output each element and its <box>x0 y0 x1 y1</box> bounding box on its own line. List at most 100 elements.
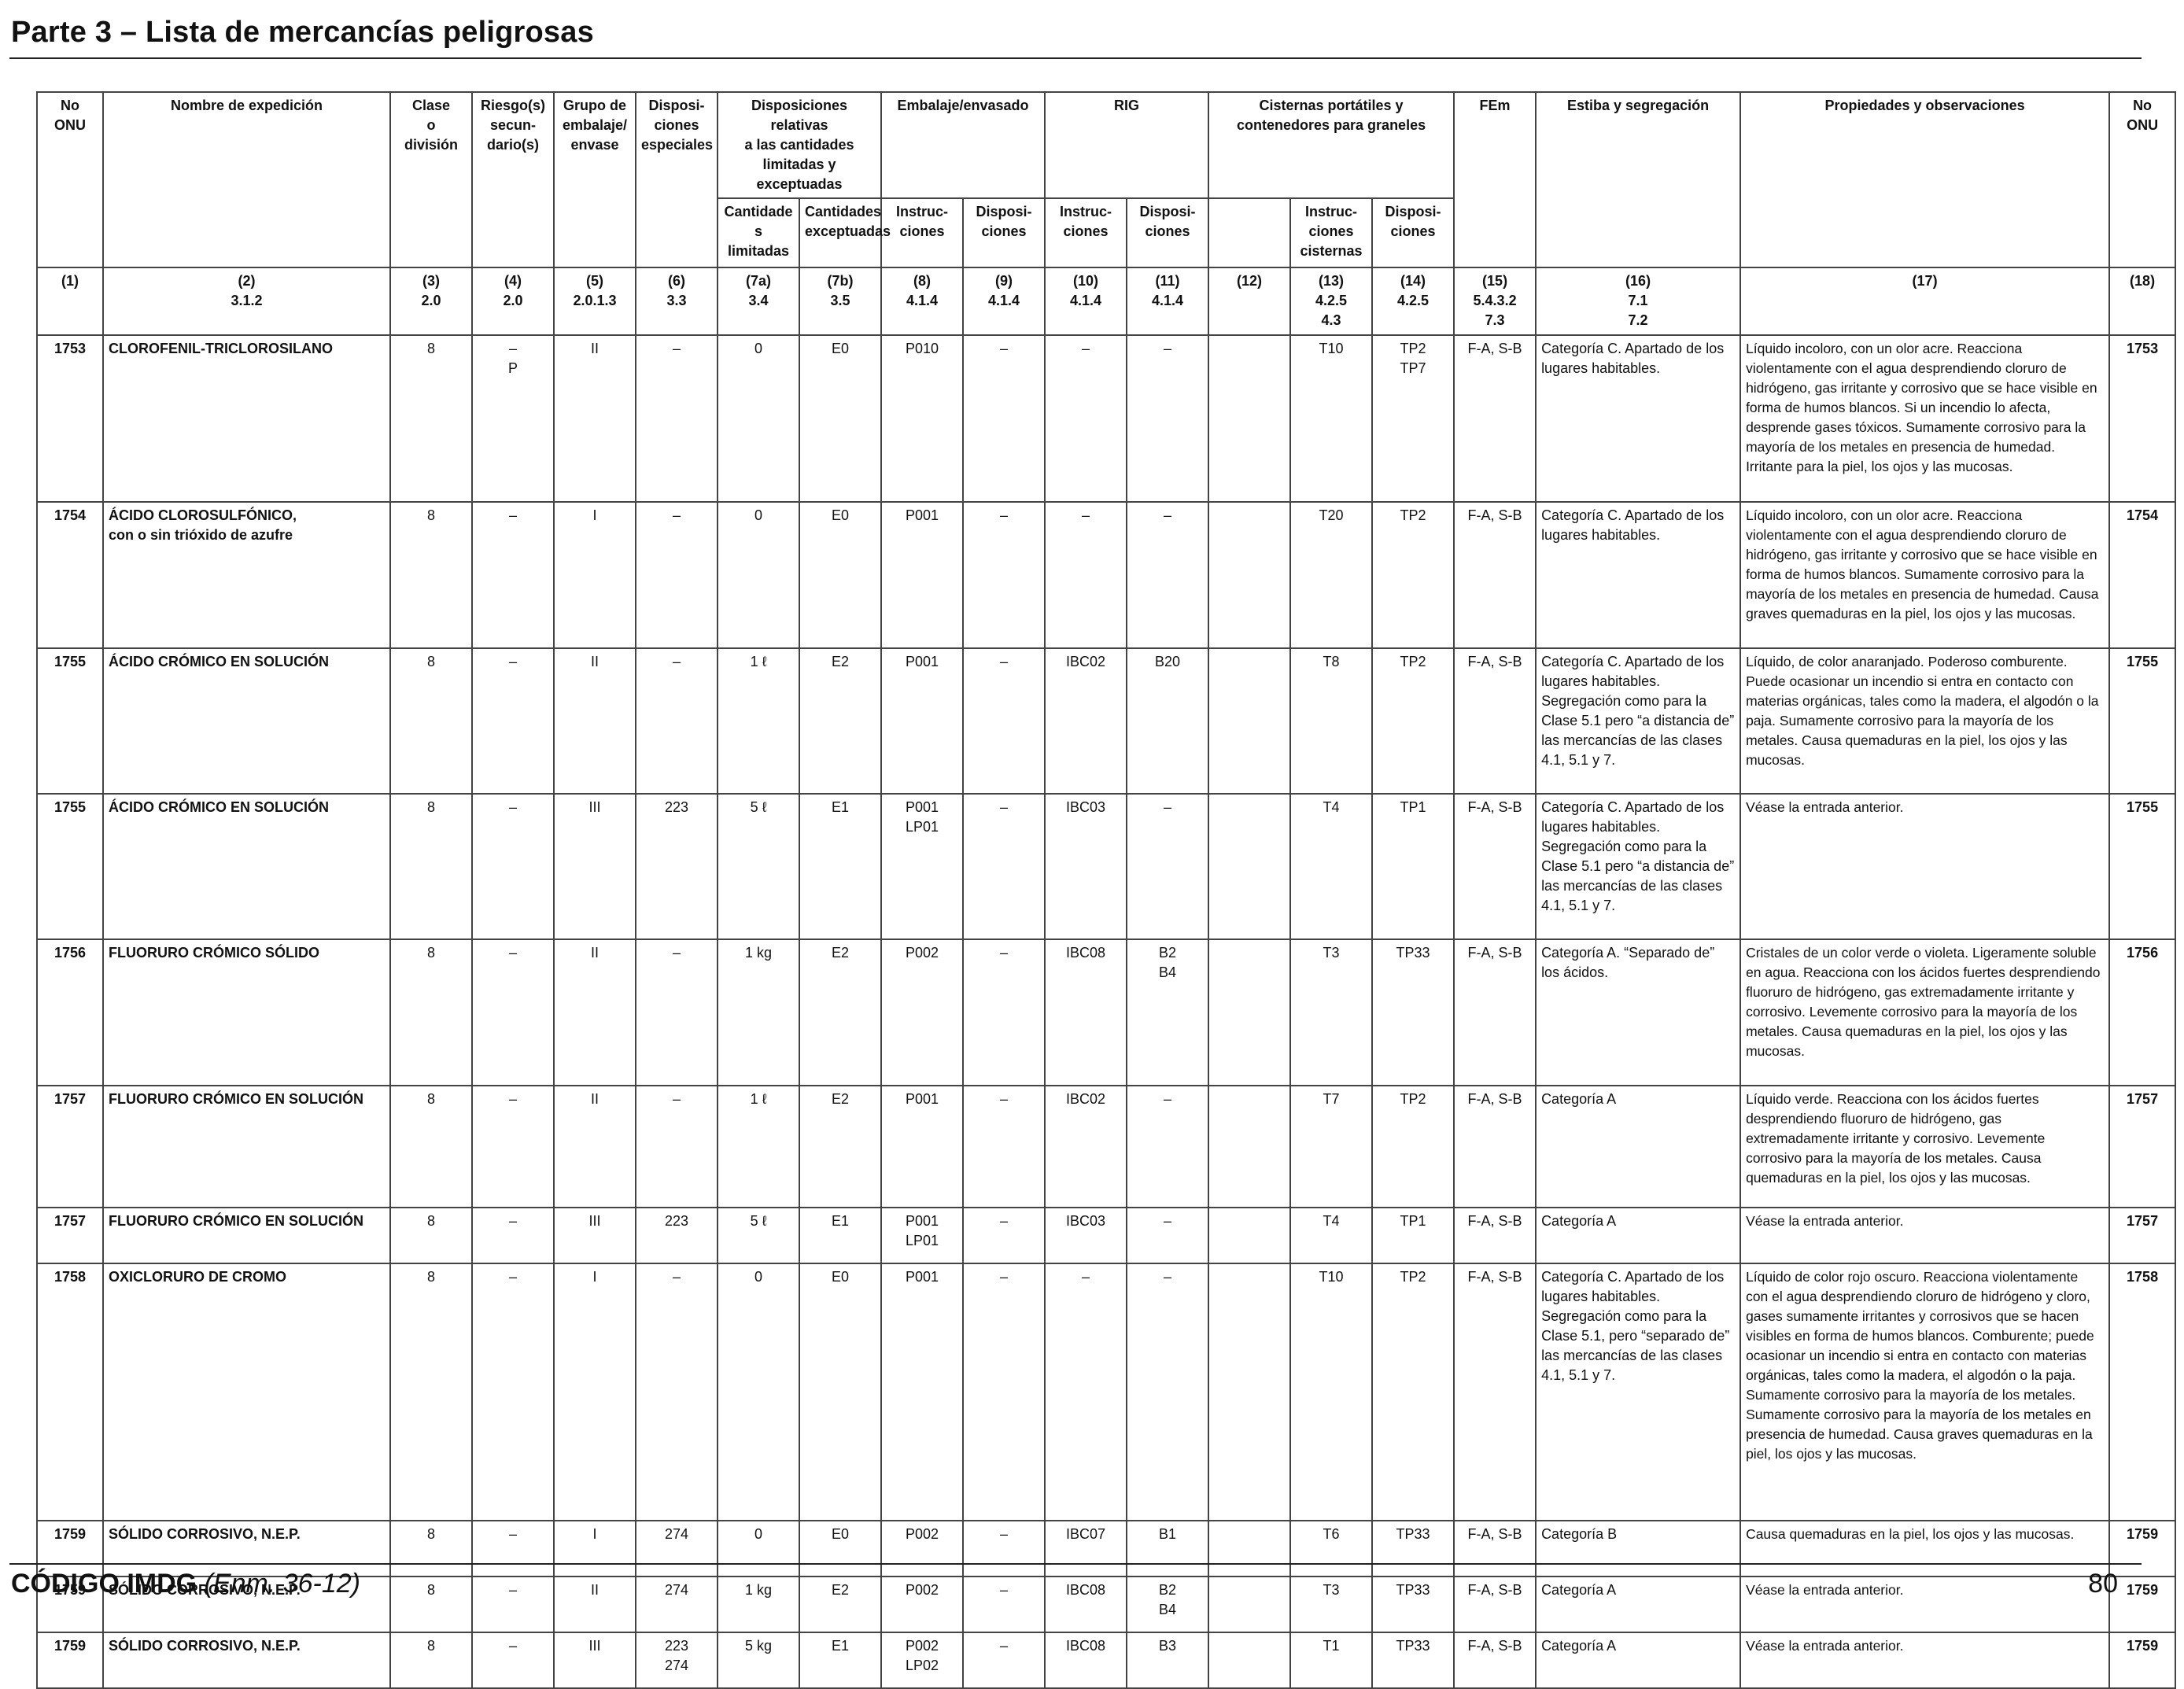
packing-group-cell: II <box>553 1085 636 1208</box>
tank-provision-cell: TP2 <box>1371 1263 1455 1521</box>
properties-cell: Cristales de un color verde o violeta. L… <box>1739 939 2111 1086</box>
packing-instruction-cell: P002 LP02 <box>880 1632 965 1689</box>
tank-provision-cell: TP2 <box>1371 1085 1455 1208</box>
limited-quantity-cell: 1 ℓ <box>717 1085 800 1208</box>
stowage-cell: Categoría A <box>1535 1576 1742 1633</box>
ems-cell: F-A, S-B <box>1453 1085 1537 1208</box>
onu-right-cell: 1757 <box>2108 1207 2177 1264</box>
tank-provision-cell: TP33 <box>1371 1576 1455 1633</box>
class-cell: 8 <box>389 1520 473 1577</box>
special-provisions-cell: – <box>635 939 718 1086</box>
subsidiary-risk-cell: – <box>471 793 555 940</box>
stowage-cell: Categoría B <box>1535 1520 1742 1577</box>
tank-instruction-cell: T3 <box>1289 1576 1374 1633</box>
class-cell: 8 <box>389 1085 473 1208</box>
col-12-cell <box>1208 1085 1292 1208</box>
subsidiary-risk-cell: – <box>471 647 555 795</box>
table-row: 1754 ÁCIDO CLOROSULFÓNICO, con o sin trióx… <box>36 501 2177 649</box>
header-col-12-blank <box>1208 197 1292 268</box>
tank-instruction-cell: T1 <box>1289 1632 1374 1689</box>
header-rig-disposiciones: Disposi-ciones <box>1126 197 1210 268</box>
footer-rule <box>9 1563 2142 1565</box>
ems-cell: F-A, S-B <box>1453 939 1537 1086</box>
header-disposiciones-limitadas: Disposiciones relativas a las cantidades l… <box>716 91 883 199</box>
ibc-provision-cell: – <box>1126 793 1210 940</box>
properties-cell: Causa quemaduras en la piel, los ojos y … <box>1739 1520 2111 1577</box>
page-number: 80 <box>2088 1569 2118 1599</box>
tank-provision-cell: TP2 <box>1371 501 1455 649</box>
header-propiedades: Propiedades y observaciones <box>1739 91 2111 268</box>
excepted-quantity-cell: E0 <box>798 501 883 649</box>
limited-quantity-cell: 5 kg <box>717 1632 800 1689</box>
onu-cell: 1759 <box>36 1632 104 1689</box>
shipping-name-cell: CLOROFENIL-TRICLOROSILANO <box>102 334 391 503</box>
subsidiary-risk-cell: – P <box>471 334 555 503</box>
ibc-provision-cell: – <box>1126 501 1210 649</box>
ibc-instruction-cell: – <box>1044 1263 1128 1521</box>
ibc-instruction-cell: IBC07 <box>1044 1520 1128 1577</box>
ibc-provision-cell: B2 B4 <box>1126 1576 1210 1633</box>
packing-provision-cell: – <box>962 1263 1046 1521</box>
properties-cell: Véase la entrada anterior. <box>1739 1632 2111 1689</box>
special-provisions-cell: – <box>635 1085 718 1208</box>
properties-cell: Líquido, de color anaranjado. Poderoso c… <box>1739 647 2111 795</box>
class-cell: 8 <box>389 1263 473 1521</box>
page-title: Parte 3 – Lista de mercancías peligrosas <box>11 16 594 49</box>
class-cell: 8 <box>389 1576 473 1633</box>
subsidiary-risk-cell: – <box>471 1085 555 1208</box>
column-number: (7b) 3.5 <box>798 267 883 336</box>
stowage-cell: Categoría A <box>1535 1207 1742 1264</box>
properties-cell: Véase la entrada anterior. <box>1739 1207 2111 1264</box>
column-number: (8) 4.1.4 <box>880 267 965 336</box>
onu-cell: 1756 <box>36 939 104 1086</box>
header-no-onu: No ONU <box>36 91 104 268</box>
table-row: 1759 SÓLIDO CORROSIVO, N.E.P. 8– I 274 0 E0 P00… <box>36 1520 2177 1577</box>
footer-amendment: (Enm. 36-12) <box>204 1569 360 1599</box>
packing-group-cell: II <box>553 647 636 795</box>
packing-provision-cell: – <box>962 1520 1046 1577</box>
special-provisions-cell: 223 <box>635 1207 718 1264</box>
table-row: 1757 FLUORURO CRÓMICO EN SOLUCIÓN 8– III 223… <box>36 1207 2177 1264</box>
column-number: (1) <box>36 267 104 336</box>
special-provisions-cell: – <box>635 647 718 795</box>
tank-instruction-cell: T7 <box>1289 1085 1374 1208</box>
header-embalaje-instrucciones: Instruc-ciones <box>880 197 965 268</box>
ems-cell: F-A, S-B <box>1453 501 1537 649</box>
header-fem: FEm <box>1453 91 1537 268</box>
packing-instruction-cell: P010 <box>880 334 965 503</box>
ems-cell: F-A, S-B <box>1453 1576 1537 1633</box>
stowage-cell: Categoría C. Apartado de los lugares hab… <box>1535 793 1742 940</box>
column-number: (2) 3.1.2 <box>102 267 391 336</box>
header-riesgo: Riesgo(s) secun-dario(s) <box>471 91 555 268</box>
ibc-provision-cell: – <box>1126 1085 1210 1208</box>
table-row: 1757 FLUORURO CRÓMICO EN SOLUCIÓN 8– II –1 ℓ… <box>36 1085 2177 1208</box>
subsidiary-risk-cell: – <box>471 501 555 649</box>
packing-group-cell: II <box>553 334 636 503</box>
ems-cell: F-A, S-B <box>1453 334 1537 503</box>
limited-quantity-cell: 1 kg <box>717 939 800 1086</box>
packing-instruction-cell: P001 LP01 <box>880 793 965 940</box>
header-rig: RIG <box>1044 91 1210 199</box>
col-12-cell <box>1208 1207 1292 1264</box>
tank-provision-cell: TP33 <box>1371 1632 1455 1689</box>
stowage-cell: Categoría C. Apartado de los lugares hab… <box>1535 334 1742 503</box>
shipping-name-cell: ÁCIDO CRÓMICO EN SOLUCIÓN <box>102 647 391 795</box>
limited-quantity-cell: 0 <box>717 501 800 649</box>
shipping-name-cell: ÁCIDO CRÓMICO EN SOLUCIÓN <box>102 793 391 940</box>
excepted-quantity-cell: E1 <box>798 1632 883 1689</box>
column-number: (15) 5.4.3.2 7.3 <box>1453 267 1537 336</box>
onu-right-cell: 1759 <box>2108 1520 2177 1577</box>
col-12-cell <box>1208 1520 1292 1577</box>
header-rig-instrucciones: Instruc-ciones <box>1044 197 1128 268</box>
ibc-instruction-cell: IBC02 <box>1044 647 1128 795</box>
header-nombre: Nombre de expedición <box>102 91 391 268</box>
column-number: (7a) 3.4 <box>717 267 800 336</box>
packing-provision-cell: – <box>962 939 1046 1086</box>
packing-group-cell: II <box>553 939 636 1086</box>
packing-provision-cell: – <box>962 1085 1046 1208</box>
column-number: (14) 4.2.5 <box>1371 267 1455 336</box>
tank-instruction-cell: T3 <box>1289 939 1374 1086</box>
packing-provision-cell: – <box>962 1576 1046 1633</box>
column-number: (16) 7.1 7.2 <box>1535 267 1742 336</box>
onu-right-cell: 1758 <box>2108 1263 2177 1521</box>
